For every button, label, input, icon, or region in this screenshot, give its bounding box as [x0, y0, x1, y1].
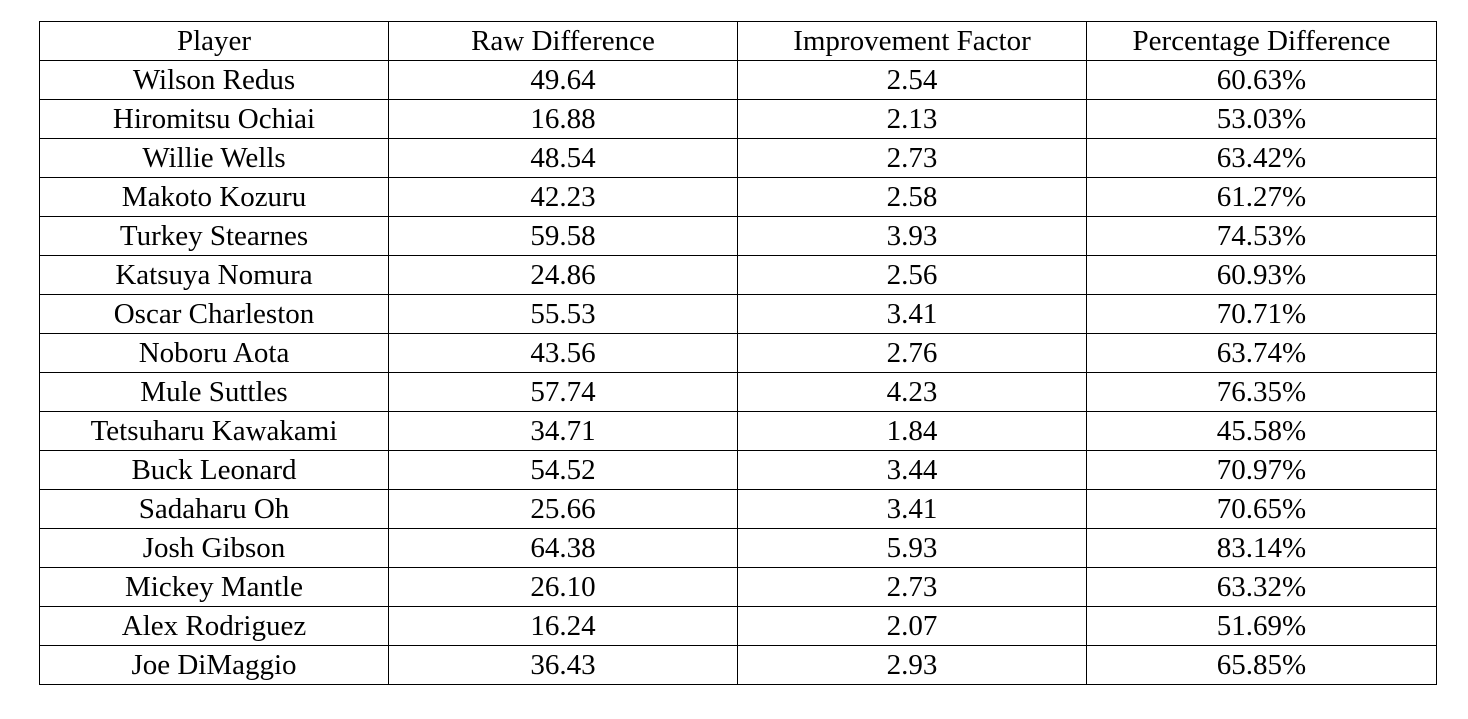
- cell-percentage-difference: 70.65%: [1086, 489, 1437, 529]
- cell-player: Mule Suttles: [39, 372, 389, 412]
- cell-improvement-factor: 2.54: [737, 60, 1087, 100]
- cell-raw-difference: 26.10: [388, 567, 738, 607]
- cell-player: Katsuya Nomura: [39, 255, 389, 295]
- cell-raw-difference: 59.58: [388, 216, 738, 256]
- table-row: Katsuya Nomura 24.86 2.56 60.93%: [39, 255, 1437, 295]
- cell-player: Wilson Redus: [39, 60, 389, 100]
- table-row: Mule Suttles 57.74 4.23 76.35%: [39, 372, 1437, 412]
- header-percentage-difference: Percentage Difference: [1086, 21, 1437, 61]
- cell-percentage-difference: 70.97%: [1086, 450, 1437, 490]
- cell-percentage-difference: 63.74%: [1086, 333, 1437, 373]
- cell-raw-difference: 55.53: [388, 294, 738, 334]
- cell-raw-difference: 54.52: [388, 450, 738, 490]
- cell-improvement-factor: 5.93: [737, 528, 1087, 568]
- cell-raw-difference: 25.66: [388, 489, 738, 529]
- cell-player: Joe DiMaggio: [39, 645, 389, 685]
- table-row: Sadaharu Oh 25.66 3.41 70.65%: [39, 489, 1437, 529]
- table-row: Josh Gibson 64.38 5.93 83.14%: [39, 528, 1437, 568]
- cell-raw-difference: 24.86: [388, 255, 738, 295]
- cell-raw-difference: 34.71: [388, 411, 738, 451]
- cell-improvement-factor: 2.73: [737, 567, 1087, 607]
- cell-improvement-factor: 1.84: [737, 411, 1087, 451]
- cell-improvement-factor: 4.23: [737, 372, 1087, 412]
- cell-percentage-difference: 61.27%: [1086, 177, 1437, 217]
- cell-raw-difference: 16.88: [388, 99, 738, 139]
- cell-percentage-difference: 53.03%: [1086, 99, 1437, 139]
- table-header-row: Player Raw Difference Improvement Factor…: [39, 21, 1437, 61]
- cell-percentage-difference: 70.71%: [1086, 294, 1437, 334]
- cell-raw-difference: 36.43: [388, 645, 738, 685]
- player-comparison-table: Player Raw Difference Improvement Factor…: [39, 21, 1437, 685]
- table-row: Turkey Stearnes 59.58 3.93 74.53%: [39, 216, 1437, 256]
- cell-raw-difference: 42.23: [388, 177, 738, 217]
- table-row: Oscar Charleston 55.53 3.41 70.71%: [39, 294, 1437, 334]
- table-row: Alex Rodriguez 16.24 2.07 51.69%: [39, 606, 1437, 646]
- cell-improvement-factor: 2.58: [737, 177, 1087, 217]
- cell-percentage-difference: 60.93%: [1086, 255, 1437, 295]
- cell-percentage-difference: 76.35%: [1086, 372, 1437, 412]
- table-row: Joe DiMaggio 36.43 2.93 65.85%: [39, 645, 1437, 685]
- table-row: Hiromitsu Ochiai 16.88 2.13 53.03%: [39, 99, 1437, 139]
- cell-percentage-difference: 83.14%: [1086, 528, 1437, 568]
- table-row: Makoto Kozuru 42.23 2.58 61.27%: [39, 177, 1437, 217]
- cell-improvement-factor: 2.93: [737, 645, 1087, 685]
- cell-percentage-difference: 60.63%: [1086, 60, 1437, 100]
- cell-improvement-factor: 3.41: [737, 489, 1087, 529]
- cell-improvement-factor: 2.07: [737, 606, 1087, 646]
- cell-player: Sadaharu Oh: [39, 489, 389, 529]
- table-row: Mickey Mantle 26.10 2.73 63.32%: [39, 567, 1437, 607]
- cell-improvement-factor: 2.56: [737, 255, 1087, 295]
- cell-improvement-factor: 2.73: [737, 138, 1087, 178]
- table-row: Wilson Redus 49.64 2.54 60.63%: [39, 60, 1437, 100]
- cell-percentage-difference: 74.53%: [1086, 216, 1437, 256]
- cell-raw-difference: 16.24: [388, 606, 738, 646]
- cell-player: Makoto Kozuru: [39, 177, 389, 217]
- cell-improvement-factor: 3.93: [737, 216, 1087, 256]
- cell-raw-difference: 64.38: [388, 528, 738, 568]
- cell-player: Buck Leonard: [39, 450, 389, 490]
- cell-improvement-factor: 2.13: [737, 99, 1087, 139]
- cell-player: Hiromitsu Ochiai: [39, 99, 389, 139]
- cell-player: Alex Rodriguez: [39, 606, 389, 646]
- cell-player: Noboru Aota: [39, 333, 389, 373]
- table-row: Noboru Aota 43.56 2.76 63.74%: [39, 333, 1437, 373]
- header-improvement-factor: Improvement Factor: [737, 21, 1087, 61]
- cell-percentage-difference: 63.42%: [1086, 138, 1437, 178]
- cell-player: Tetsuharu Kawakami: [39, 411, 389, 451]
- cell-raw-difference: 43.56: [388, 333, 738, 373]
- cell-raw-difference: 57.74: [388, 372, 738, 412]
- cell-improvement-factor: 3.41: [737, 294, 1087, 334]
- table-row: Tetsuharu Kawakami 34.71 1.84 45.58%: [39, 411, 1437, 451]
- cell-percentage-difference: 51.69%: [1086, 606, 1437, 646]
- cell-percentage-difference: 65.85%: [1086, 645, 1437, 685]
- cell-percentage-difference: 63.32%: [1086, 567, 1437, 607]
- table-body: Wilson Redus 49.64 2.54 60.63% Hiromitsu Och…: [39, 60, 1437, 685]
- cell-player: Willie Wells: [39, 138, 389, 178]
- cell-player: Oscar Charleston: [39, 294, 389, 334]
- table-row: Willie Wells 48.54 2.73 63.42%: [39, 138, 1437, 178]
- cell-percentage-difference: 45.58%: [1086, 411, 1437, 451]
- cell-raw-difference: 49.64: [388, 60, 738, 100]
- cell-improvement-factor: 2.76: [737, 333, 1087, 373]
- cell-player: Josh Gibson: [39, 528, 389, 568]
- cell-raw-difference: 48.54: [388, 138, 738, 178]
- cell-player: Turkey Stearnes: [39, 216, 389, 256]
- cell-player: Mickey Mantle: [39, 567, 389, 607]
- header-raw-difference: Raw Difference: [388, 21, 738, 61]
- header-player: Player: [39, 21, 389, 61]
- table-row: Buck Leonard 54.52 3.44 70.97%: [39, 450, 1437, 490]
- cell-improvement-factor: 3.44: [737, 450, 1087, 490]
